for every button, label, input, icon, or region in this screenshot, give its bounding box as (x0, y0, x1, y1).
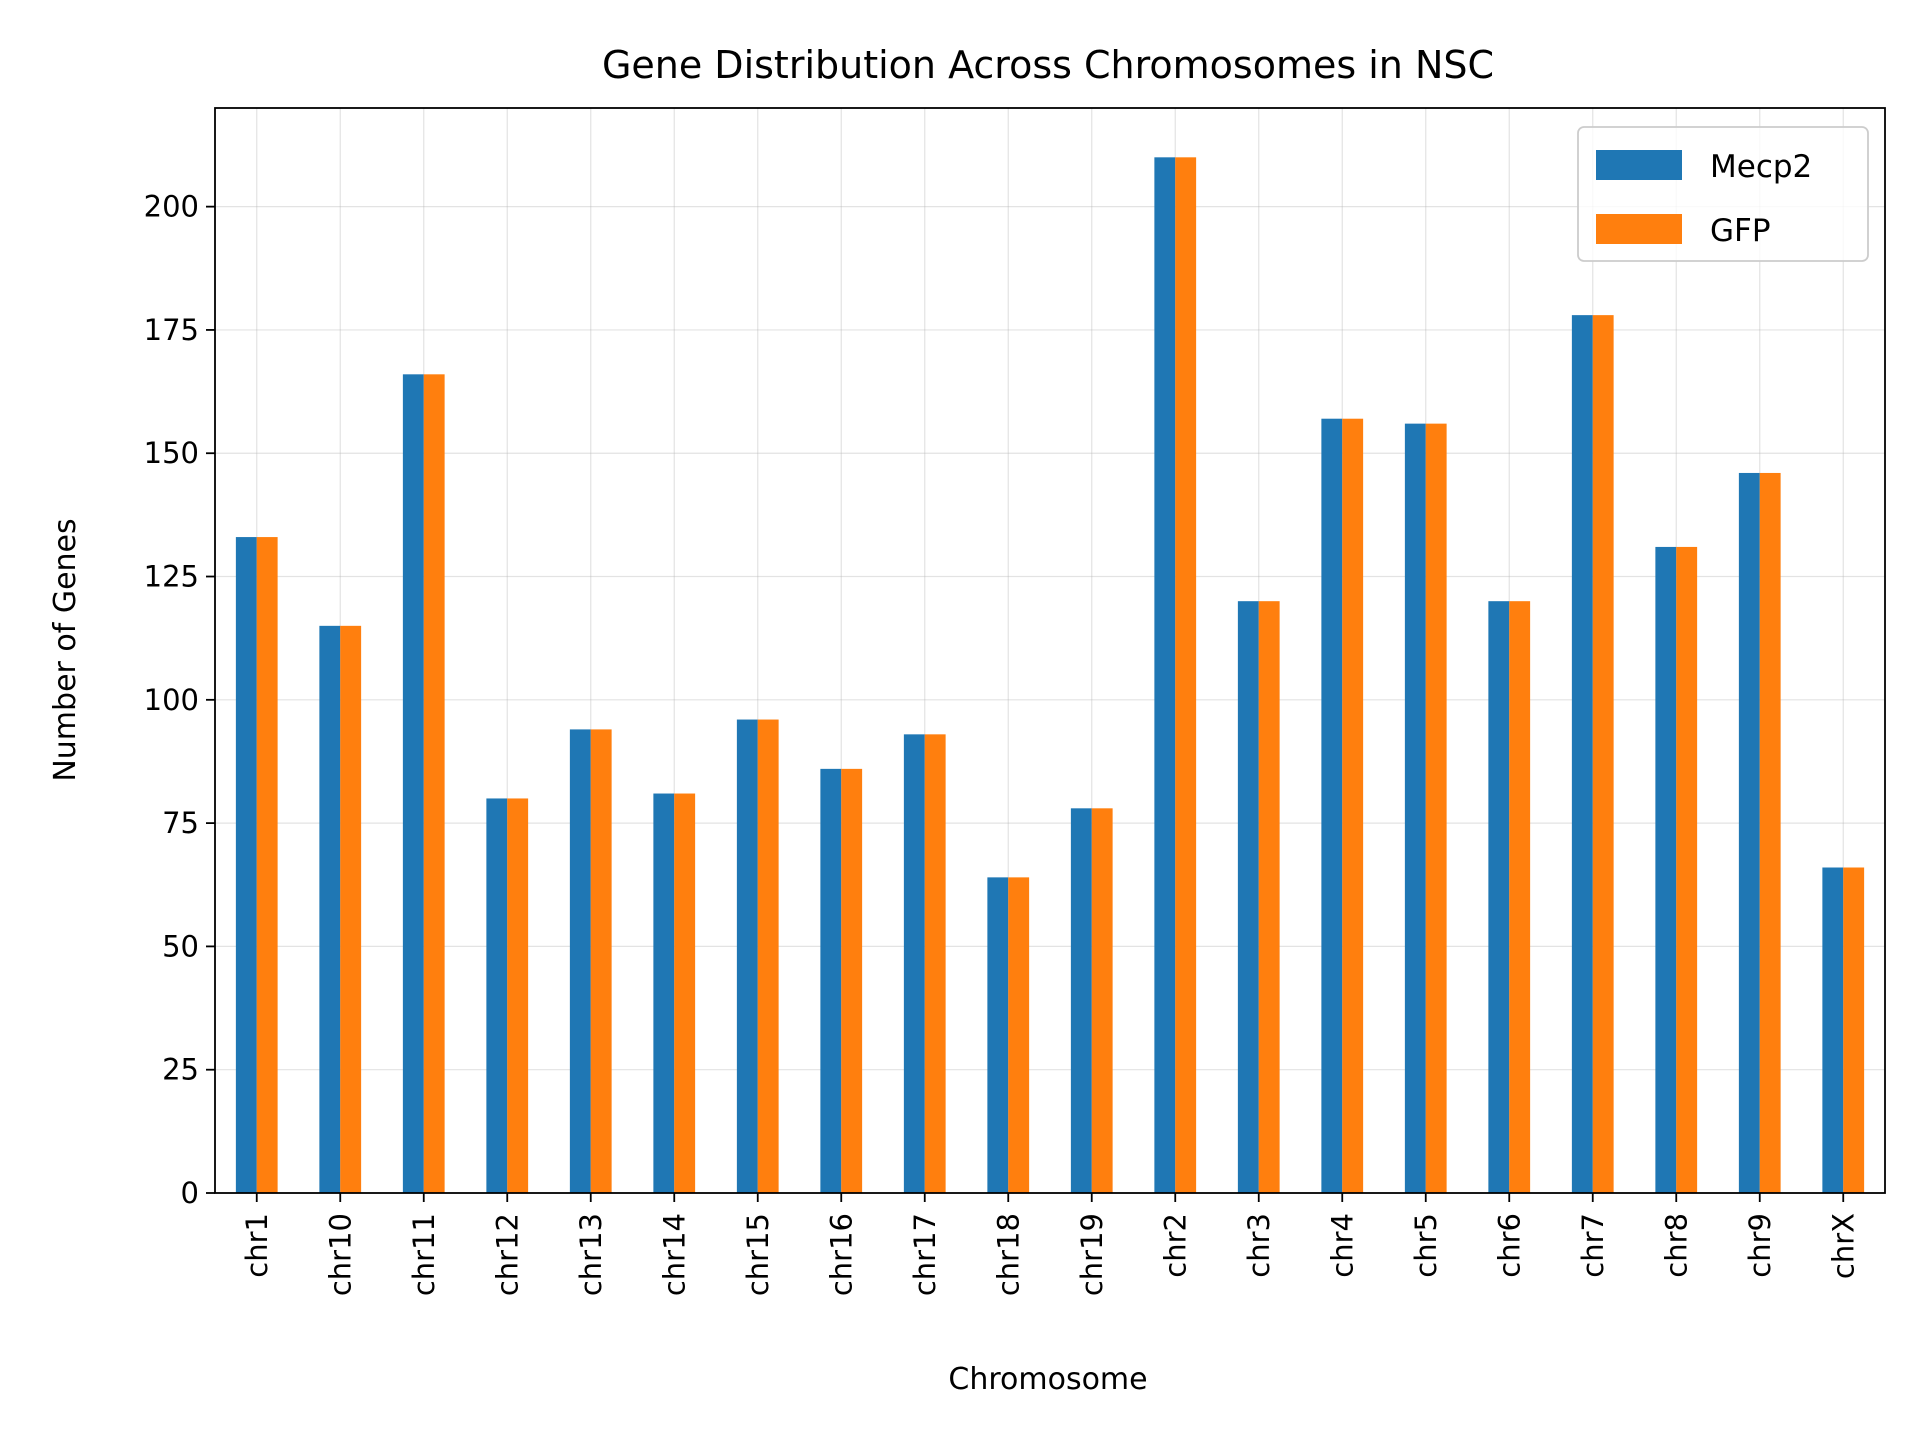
y-tick-label: 75 (162, 806, 199, 840)
plot-frame (214, 107, 1886, 1194)
axes (214, 107, 1886, 1194)
x-tick-label: chr3 (1242, 1213, 1276, 1278)
bar-mecp2-chr12 (486, 798, 508, 1193)
bar-gfp-chr5 (1425, 423, 1447, 1193)
bar-mecp2-chr19 (1070, 808, 1092, 1193)
bar-gfp-chr3 (1258, 601, 1280, 1193)
x-tick-label: chr4 (1325, 1213, 1359, 1278)
bar-gfp-chr8 (1676, 546, 1698, 1193)
x-tick-label: chr16 (824, 1213, 858, 1296)
y-axis-label: Number of Genes (48, 518, 83, 781)
x-tick-label: chr18 (991, 1213, 1025, 1296)
bar-gfp-chr12 (507, 798, 529, 1193)
legend-swatch-mecp2 (1596, 150, 1682, 180)
y-tick-label: 125 (144, 560, 199, 594)
legend: Mecp2 GFP (1577, 126, 1869, 262)
x-tick-label: chr19 (1075, 1213, 1109, 1296)
bar-gfp-chr19 (1091, 808, 1113, 1193)
bar-gfp-chr14 (674, 793, 696, 1193)
bar-mecp2-chr11 (402, 374, 424, 1193)
x-tick-label: chrX (1826, 1213, 1860, 1279)
bar-gfp-chr10 (340, 625, 362, 1193)
bar-gfp-chr9 (1759, 472, 1781, 1193)
y-tick-label: 175 (144, 313, 199, 347)
bar-mecp2-chr15 (736, 719, 758, 1193)
bar-mecp2-chr16 (820, 768, 842, 1193)
bar-mecp2-chr2 (1154, 157, 1176, 1194)
bar-gfp-chr16 (841, 768, 863, 1193)
bar-group (235, 157, 1865, 1194)
x-tick-label: chr13 (574, 1213, 608, 1296)
x-tick-label: chr14 (657, 1213, 691, 1296)
y-axis-ticks: 0 25 50 75 100 125 150 175 200 (144, 190, 215, 1210)
bar-gfp-chr18 (1008, 877, 1030, 1193)
bar-gfp-chr15 (757, 719, 779, 1193)
y-tick-label: 100 (144, 683, 199, 717)
bar-mecp2-chr4 (1321, 418, 1343, 1193)
x-tick-label: chr7 (1576, 1213, 1610, 1278)
bar-mecp2-chr14 (653, 793, 675, 1193)
x-tick-label: chr11 (407, 1213, 441, 1296)
x-axis-ticks: chr1 chr10 chr11 chr12 chr13 chr14 chr15 chr16 c… (240, 1193, 1860, 1296)
bar-gfp-chr11 (423, 374, 445, 1193)
bar-gfp-chr1 (256, 537, 278, 1193)
x-tick-label: chr15 (741, 1213, 775, 1296)
y-tick-label: 0 (181, 1176, 199, 1210)
y-tick-label: 25 (162, 1053, 199, 1087)
bar-gfp-chr13 (590, 729, 612, 1193)
y-tick-label: 50 (162, 929, 199, 963)
y-tick-label: 150 (144, 436, 199, 470)
bar-gfp-chrx (1843, 867, 1865, 1193)
bar-mecp2-chr1 (235, 537, 257, 1193)
chart-title: Gene Distribution Across Chromosomes in … (602, 43, 1494, 87)
x-tick-label: chr10 (323, 1213, 357, 1296)
bar-mecp2-chr9 (1738, 472, 1760, 1193)
bar-mecp2-chr13 (569, 729, 591, 1193)
x-tick-label: chr2 (1158, 1213, 1192, 1278)
bar-mecp2-chr8 (1655, 546, 1677, 1193)
bar-gfp-chr2 (1175, 157, 1197, 1194)
legend-label-mecp2: Mecp2 (1710, 149, 1812, 185)
bar-mecp2-chr5 (1404, 423, 1426, 1193)
bar-mecp2-chr10 (319, 625, 341, 1193)
bar-gfp-chr6 (1509, 601, 1531, 1193)
bar-mecp2-chr18 (987, 877, 1009, 1193)
legend-label-gfp: GFP (1710, 213, 1771, 249)
bar-gfp-chr17 (924, 734, 946, 1193)
x-tick-label: chr1 (240, 1213, 274, 1278)
x-tick-label: chr12 (490, 1213, 524, 1296)
y-tick-label: 200 (144, 190, 199, 224)
bar-mecp2-chr3 (1237, 601, 1259, 1193)
x-tick-label: chr17 (908, 1213, 942, 1296)
bar-mecp2-chrx (1822, 867, 1844, 1193)
legend-swatch-gfp (1596, 214, 1682, 244)
x-axis-label: Chromosome (948, 1362, 1147, 1397)
bar-mecp2-chr7 (1571, 315, 1593, 1193)
bar-mecp2-chr17 (903, 734, 925, 1193)
x-tick-label: chr9 (1743, 1213, 1777, 1278)
x-tick-label: chr5 (1409, 1213, 1443, 1278)
x-tick-label: chr6 (1492, 1213, 1526, 1278)
x-tick-label: chr8 (1659, 1213, 1693, 1278)
bar-mecp2-chr6 (1488, 601, 1510, 1193)
bar-gfp-chr7 (1592, 315, 1614, 1193)
bar-gfp-chr4 (1342, 418, 1364, 1193)
